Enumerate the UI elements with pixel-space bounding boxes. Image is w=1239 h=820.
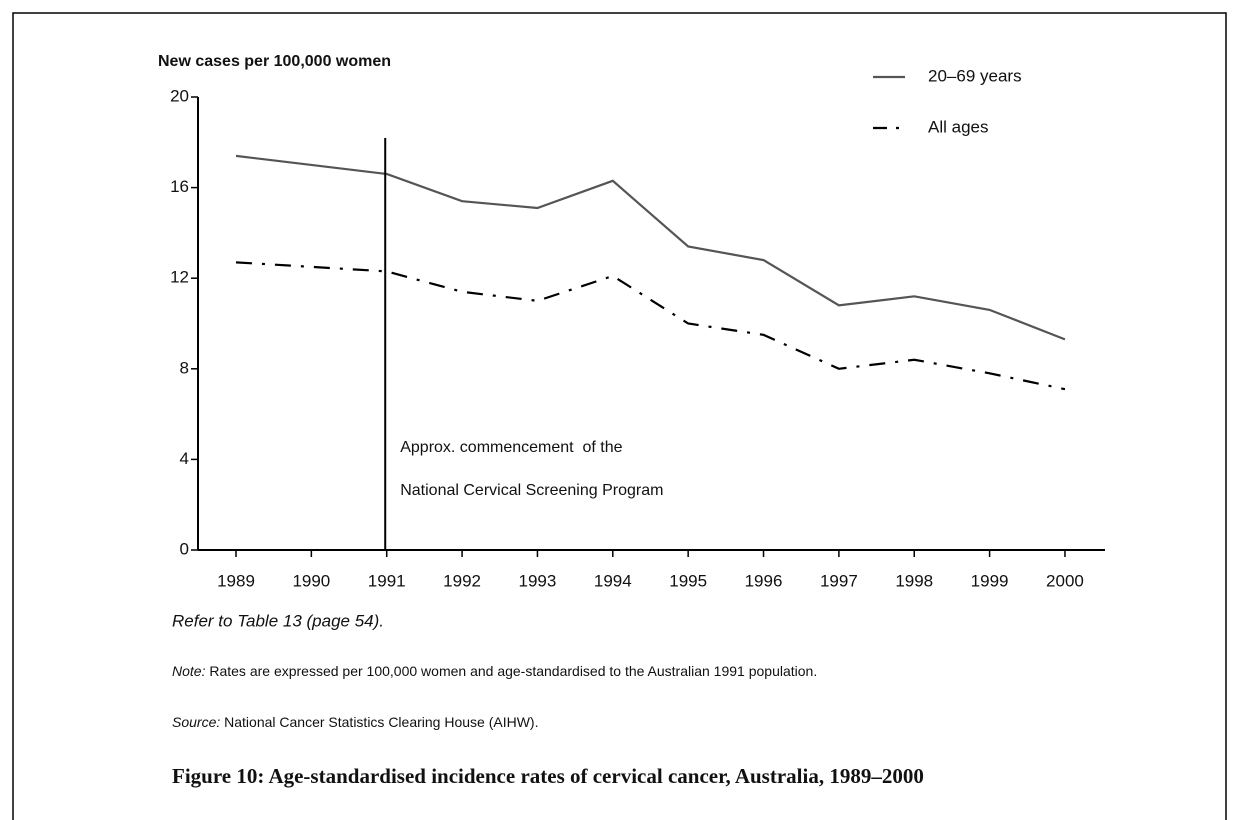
x-tick-label: 1998: [895, 571, 933, 590]
y-tick-label: 4: [180, 449, 189, 468]
annotation-text: Approx. commencement of the: [400, 439, 622, 456]
note: Note: Rates are expressed per 100,000 wo…: [172, 663, 817, 679]
x-tick-label: 1997: [820, 571, 858, 590]
y-tick-label: 16: [170, 177, 189, 196]
series-line: [235, 154, 1066, 341]
x-tick-label: 2000: [1046, 571, 1084, 590]
source-label: Source:: [172, 714, 220, 730]
legend-label: All ages: [928, 117, 988, 136]
x-tick-label: 1991: [368, 571, 406, 590]
source: Source: National Cancer Statistics Clear…: [172, 714, 538, 730]
legend-label: 20–69 years: [928, 66, 1022, 85]
y-tick-label: 12: [170, 268, 189, 287]
note-text: Rates are expressed per 100,000 women an…: [205, 663, 817, 679]
x-tick-label: 1990: [292, 571, 330, 590]
x-tick-label: 1989: [217, 571, 255, 590]
frame: [12, 12, 1227, 820]
y-tick-label: 20: [170, 86, 189, 105]
y-axis-label: New cases per 100,000 women: [158, 53, 391, 70]
x-tick-label: 1993: [519, 571, 557, 590]
x-tick-label: 1999: [971, 571, 1009, 590]
y-tick-label: 8: [180, 358, 189, 377]
x-tick-label: 1995: [669, 571, 707, 590]
y-tick-label: 0: [180, 539, 189, 558]
x-tick-label: 1996: [745, 571, 783, 590]
annotation-text: National Cervical Screening Program: [400, 482, 663, 499]
chart-title: Figure 10: Age-standardised incidence ra…: [172, 764, 924, 788]
series-line: [235, 261, 1066, 391]
source-text: National Cancer Statistics Clearing Hous…: [220, 714, 538, 730]
note-label: Note:: [172, 663, 206, 679]
reference: Refer to Table 13 (page 54).: [172, 611, 384, 630]
x-tick-label: 1992: [443, 571, 481, 590]
x-tick-label: 1994: [594, 571, 632, 590]
